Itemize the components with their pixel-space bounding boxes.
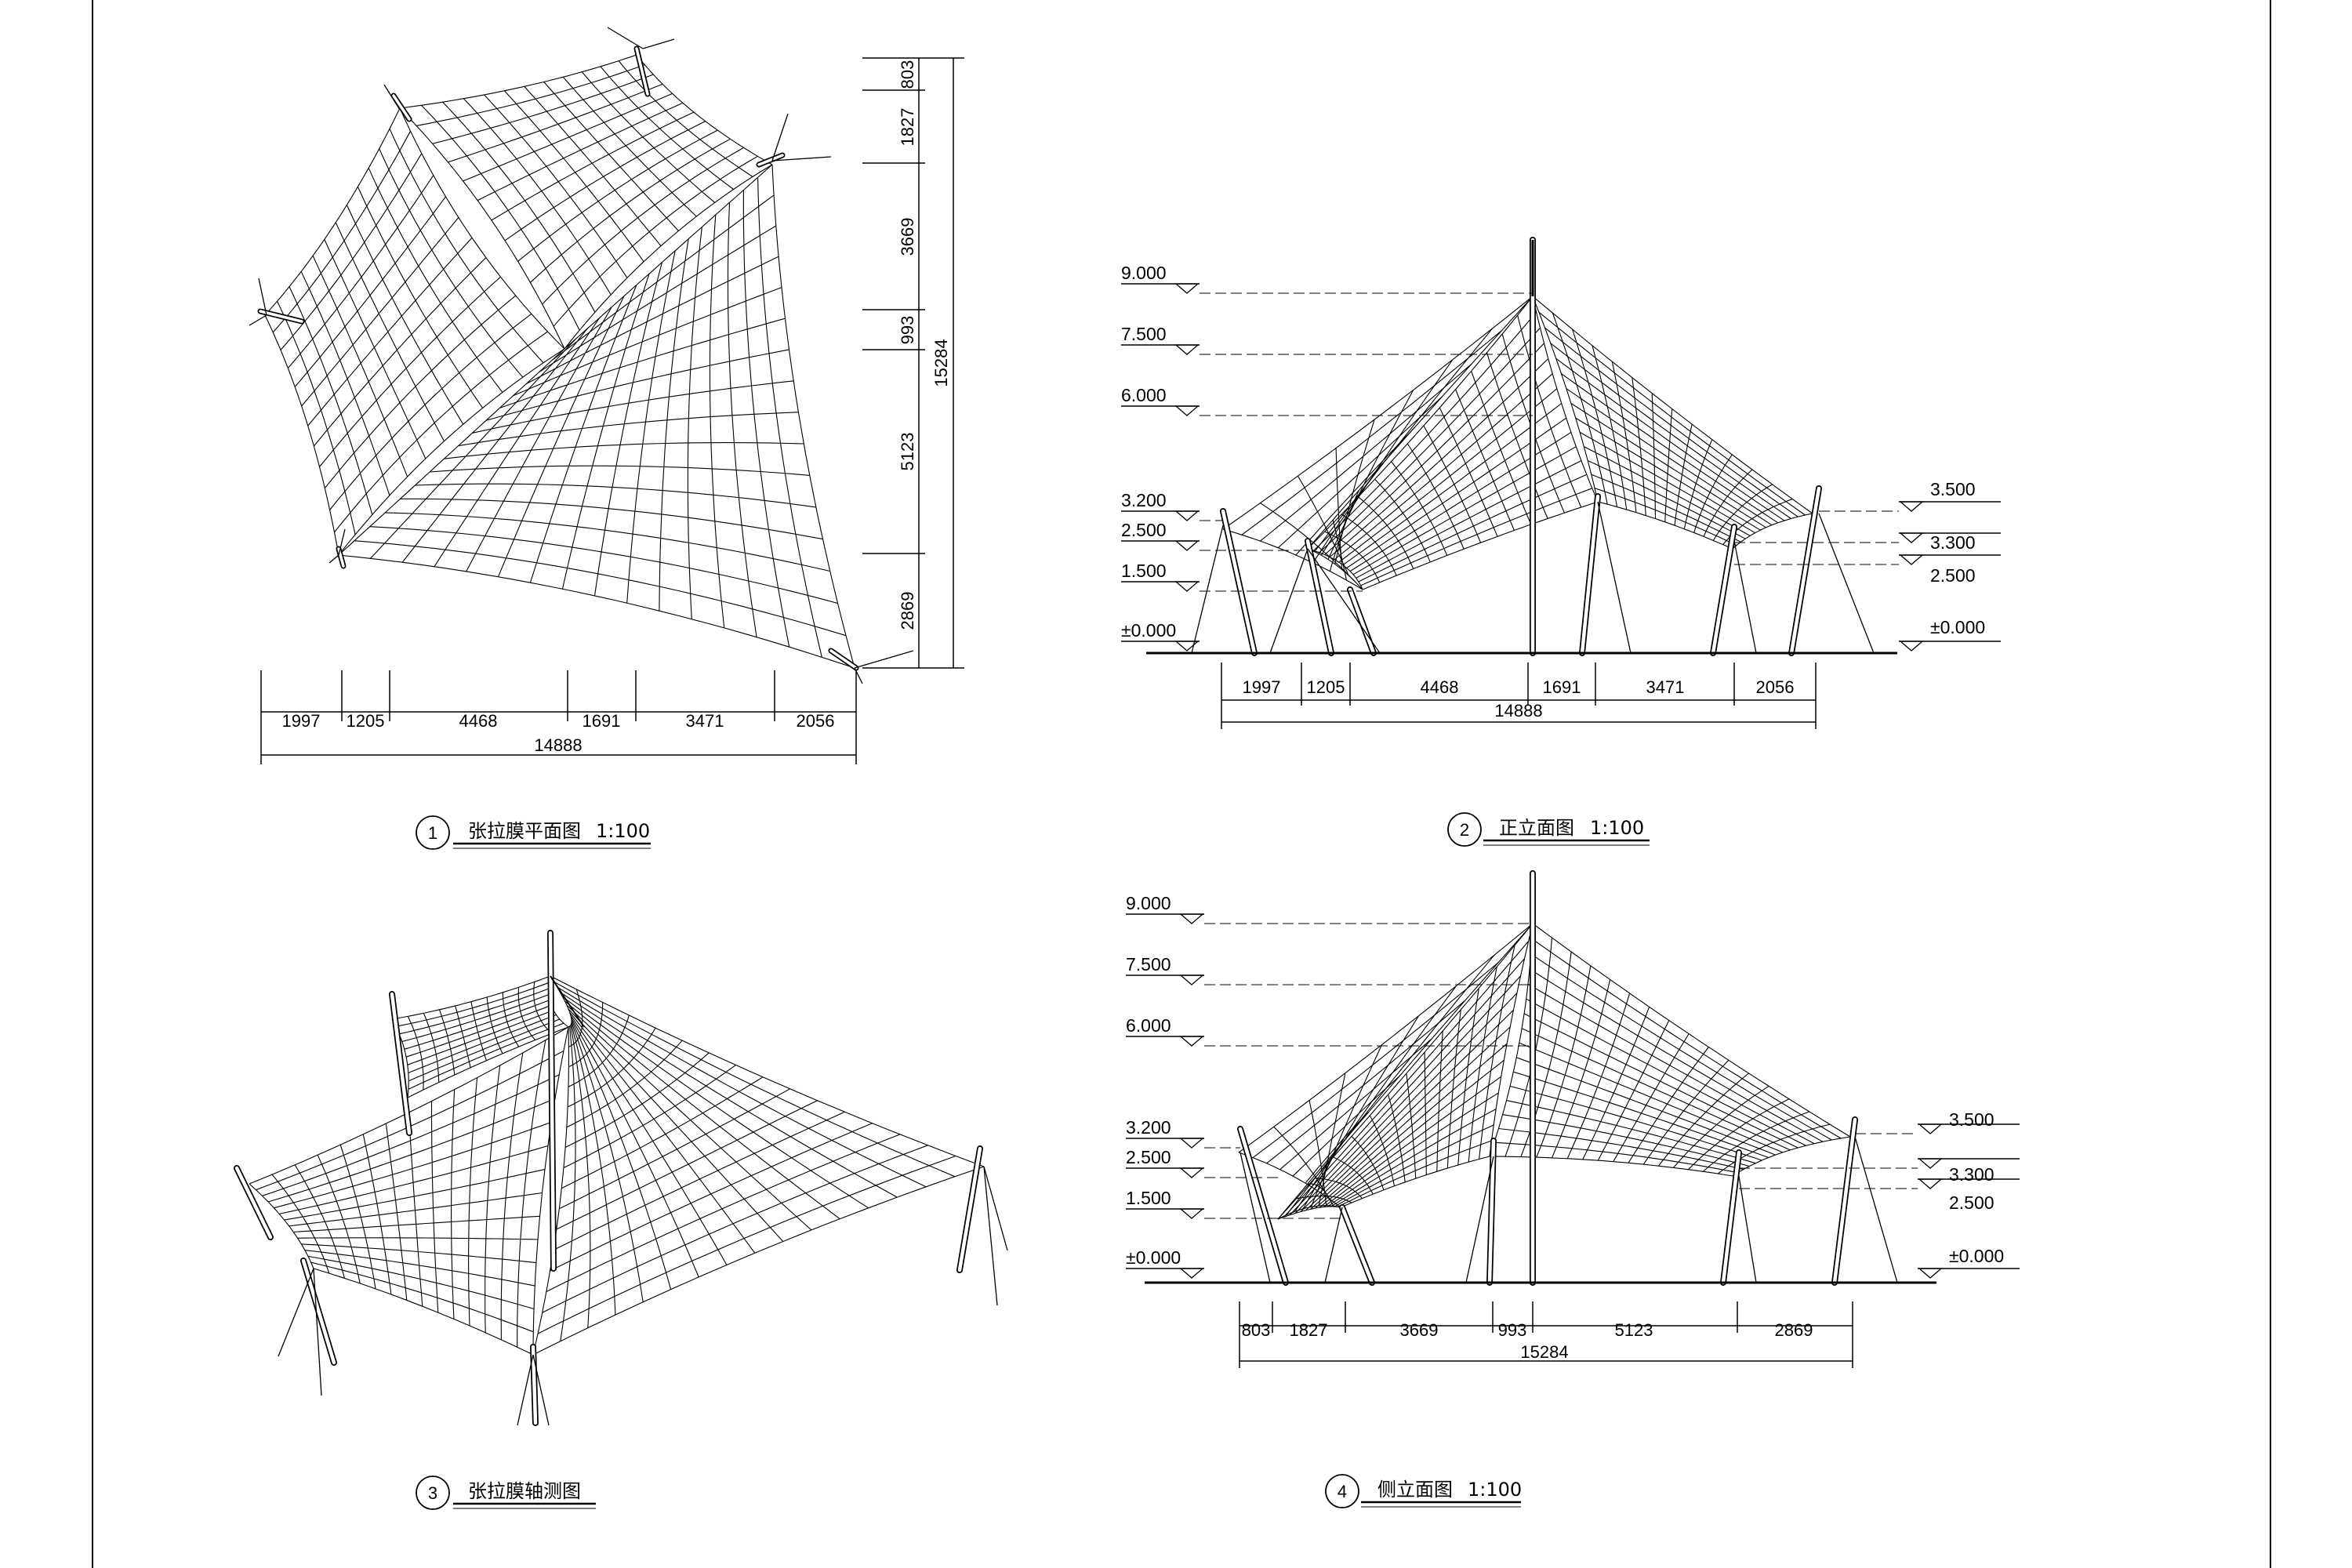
- plan-dim-2: 1205: [347, 711, 385, 731]
- side-dim-6: 2869: [1775, 1320, 1813, 1340]
- axo-view-number: 3: [428, 1483, 437, 1503]
- axo-membrane-mesh: [249, 975, 985, 1356]
- front-dim-total: 14888: [1494, 701, 1542, 720]
- elevation-label: 3.200: [1126, 1117, 1171, 1138]
- elevation-label: 6.000: [1121, 385, 1167, 405]
- side-title: 4 侧立面图 1:100: [1325, 1474, 1522, 1508]
- side-dim-5: 5123: [1615, 1320, 1653, 1340]
- plan-vdim-5: 5123: [898, 433, 917, 471]
- elevation-label: 2.500: [1121, 520, 1167, 540]
- plan-masts: [249, 27, 914, 684]
- front-view-scale: 1:100: [1590, 817, 1644, 839]
- elevation-label: 3.500: [1949, 1109, 1994, 1130]
- elevation-label: 6.000: [1126, 1015, 1171, 1036]
- plan-view-scale: 1:100: [596, 820, 650, 842]
- axo-view-title: 张拉膜轴测图: [468, 1480, 581, 1502]
- axo-title: 3 张拉膜轴测图: [416, 1475, 596, 1510]
- plan-vdim-2: 1827: [898, 108, 917, 147]
- front-dim-6: 2056: [1756, 677, 1795, 697]
- side-dim-total: 15284: [1520, 1342, 1568, 1362]
- elevation-label: 3.300: [1949, 1164, 1994, 1185]
- elevation-label: ±0.000: [1121, 620, 1176, 641]
- plan-vdim-6: 2869: [898, 592, 917, 630]
- plan-dim-1: 1997: [282, 711, 321, 731]
- plan-horizontal-dimensions: 1997 1205 4468 1691 3471 2056 14888: [260, 670, 857, 764]
- elevation-label: ±0.000: [1930, 617, 1985, 637]
- elevation-label: ±0.000: [1126, 1247, 1181, 1268]
- elevation-label: 9.000: [1126, 893, 1171, 913]
- side-view-scale: 1:100: [1468, 1479, 1522, 1501]
- elevation-label: 7.500: [1121, 324, 1167, 344]
- axonometric-view: 3 张拉膜轴测图: [234, 930, 1008, 1510]
- side-view-title: 侧立面图: [1377, 1479, 1453, 1501]
- side-dim-2: 1827: [1290, 1320, 1328, 1340]
- front-dim-5: 3471: [1646, 677, 1685, 697]
- plan-dim-5: 3471: [686, 711, 724, 731]
- side-elevation-marks: 9.000 7.500 6.000 3.200 2.500 1.500 ±0.000 3.50…: [1126, 893, 2020, 1279]
- axo-masts: [234, 930, 1008, 1426]
- plan-vdim-total: 15284: [931, 339, 951, 387]
- plan-membrane-mesh: [264, 54, 855, 669]
- plan-dim-4: 1691: [583, 711, 621, 731]
- side-dim-4: 993: [1498, 1320, 1527, 1340]
- plan-view-number: 1: [428, 823, 437, 843]
- elevation-label: 3.300: [1930, 532, 1976, 553]
- front-horizontal-dimensions: 1997 1205 4468 1691 3471 2056 14888: [1221, 662, 1817, 729]
- sheet-border: [92, 0, 2271, 1568]
- plan-vdim-4: 993: [898, 316, 917, 345]
- front-elevation-marks: 9.000 7.500 6.000 3.200 2.500 1.500 ±0.000 3.50…: [1121, 263, 2001, 652]
- elevation-label: 3.200: [1121, 490, 1167, 510]
- side-horizontal-dimensions: 803 1827 3669 993 5123 2869 15284: [1239, 1301, 1853, 1368]
- plan-title: 1 张拉膜平面图 1:100: [416, 815, 651, 850]
- side-dim-3: 3669: [1400, 1320, 1439, 1340]
- plan-view-title: 张拉膜平面图: [468, 820, 581, 842]
- plan-view: 1997 1205 4468 1691 3471 2056 14888 803 …: [249, 27, 964, 850]
- plan-dim-6: 2056: [797, 711, 835, 731]
- plan-vdim-3: 3669: [898, 218, 917, 256]
- plan-dim-3: 4468: [459, 711, 498, 731]
- plan-vdim-1: 803: [898, 60, 917, 89]
- elevation-label: 1.500: [1121, 561, 1167, 581]
- plan-dim-total: 14888: [534, 735, 582, 755]
- elevation-label: 1.500: [1126, 1188, 1171, 1208]
- elevation-label: 2.500: [1930, 565, 1976, 586]
- side-dim-1: 803: [1242, 1320, 1271, 1340]
- front-dim-2: 1205: [1307, 677, 1345, 697]
- side-masts: [1237, 870, 1898, 1286]
- elevation-label: 2.500: [1126, 1147, 1171, 1167]
- front-view-title: 正立面图: [1499, 817, 1574, 839]
- front-title: 2 正立面图 1:100: [1447, 812, 1650, 847]
- side-membrane-mesh: [1238, 923, 1851, 1220]
- front-dim-1: 1997: [1243, 677, 1281, 697]
- side-view-number: 4: [1338, 1482, 1347, 1501]
- elevation-label: 7.500: [1126, 954, 1171, 975]
- front-elevation-view: 9.000 7.500 6.000 3.200 2.500 1.500 ±0.000 3.50…: [1121, 237, 2001, 847]
- elevation-label: 3.500: [1930, 479, 1976, 499]
- plan-vertical-dimensions: 803 1827 3669 993 5123 2869 15284: [862, 57, 964, 669]
- elevation-label: ±0.000: [1949, 1246, 2004, 1266]
- elevation-label: 2.500: [1949, 1192, 1994, 1213]
- front-view-number: 2: [1460, 820, 1469, 840]
- front-dim-4: 1691: [1543, 677, 1581, 697]
- front-membrane-mesh: [1222, 296, 1813, 590]
- elevation-label: 9.000: [1121, 263, 1167, 283]
- side-elevation-view: 9.000 7.500 6.000 3.200 2.500 1.500 ±0.000 3.50…: [1126, 870, 2020, 1508]
- front-masts: [1191, 237, 1875, 656]
- front-dim-3: 4468: [1421, 677, 1459, 697]
